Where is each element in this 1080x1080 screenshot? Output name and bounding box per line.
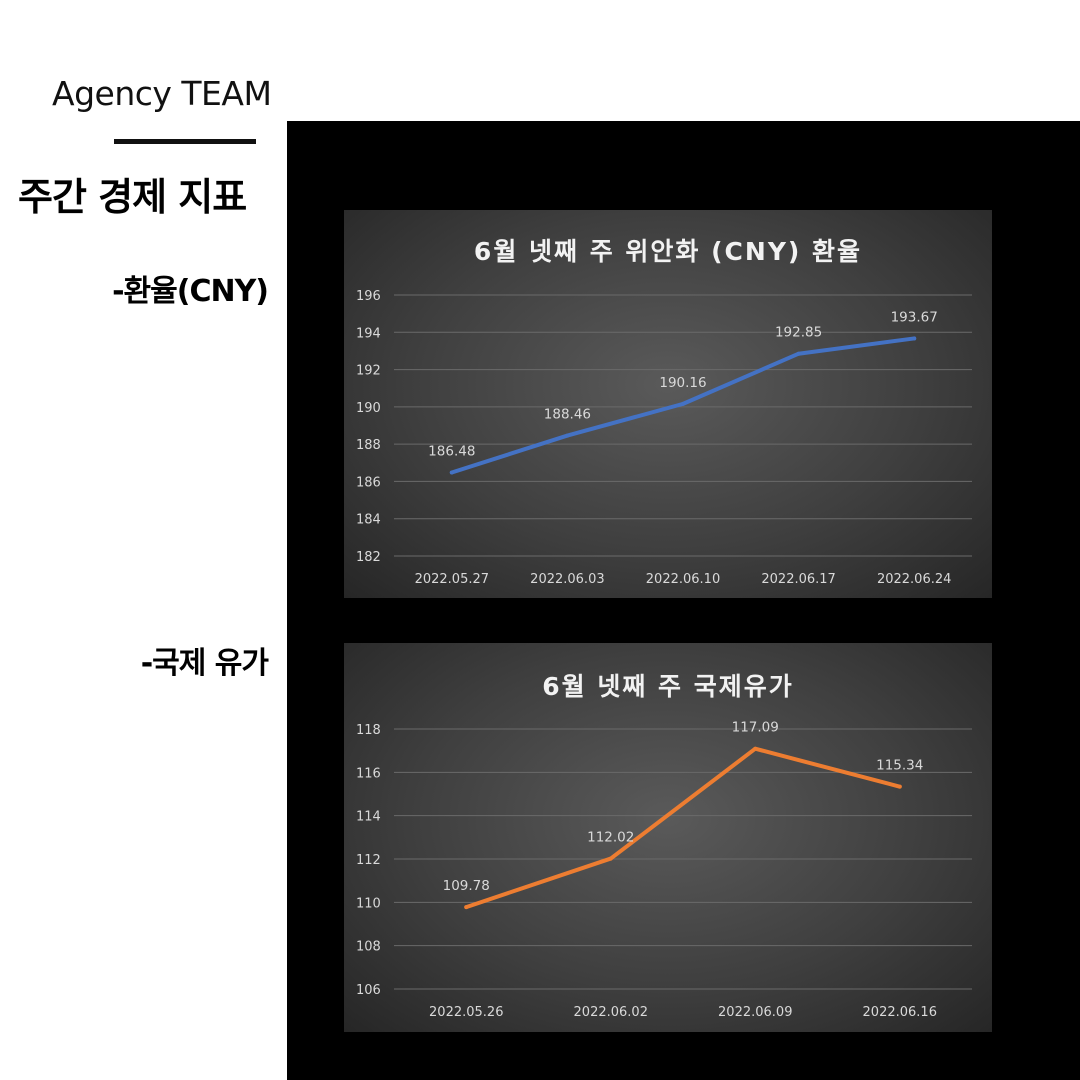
oil-series-line: [464, 746, 902, 910]
cny-y-tick-label: 182: [356, 550, 381, 565]
brand-underline: [114, 139, 256, 144]
cny-data-label: 186.48: [428, 443, 475, 459]
cny-y-tick-label: 194: [356, 326, 381, 341]
oil-y-tick-label: 108: [356, 940, 381, 955]
oil-data-point: [608, 856, 613, 861]
oil-data-point: [897, 784, 902, 789]
oil-data-label: 112.02: [587, 830, 634, 846]
oil-data-label: 115.34: [876, 758, 923, 774]
cny-exchange-rate-chart: 6월 넷째 주 위안화 (CNY) 환율 182 184 186 188 190 192 1…: [344, 210, 992, 598]
cny-data-point: [449, 470, 454, 475]
section-label-oil: -국제 유가: [140, 646, 269, 681]
cny-data-point: [681, 401, 685, 406]
oil-data-label: 109.78: [443, 878, 490, 894]
page-title: 주간 경제 지표: [18, 175, 247, 219]
oil-data-point: [464, 905, 469, 910]
cny-data-label: 188.46: [544, 407, 591, 423]
oil-x-tick-label: 2022.06.09: [718, 1005, 792, 1020]
cny-chart-title: 6월 넷째 주 위안화 (CNY) 환율: [473, 237, 863, 266]
oil-y-tick-label: 118: [356, 723, 381, 738]
cny-x-tick-label: 2022.06.10: [646, 572, 720, 587]
oil-y-tick-label: 106: [356, 983, 381, 998]
cny-data-label: 192.85: [775, 325, 822, 341]
oil-chart-title: 6월 넷째 주 국제유가: [542, 672, 794, 701]
section-label-cny: -환율(CNY): [112, 274, 269, 309]
oil-chart-plot: 106 108 110 112 114 116 118 2022.05.26 2022.06.0…: [356, 720, 972, 1020]
cny-data-point: [796, 351, 801, 356]
oil-y-tick-label: 110: [356, 896, 381, 911]
cny-data-point: [912, 336, 917, 341]
brand-name: Agency TEAM: [52, 74, 272, 113]
cny-x-tick-label: 2022.06.03: [530, 572, 604, 587]
oil-y-tick-label: 116: [356, 766, 381, 781]
oil-x-tick-label: 2022.06.02: [574, 1005, 648, 1020]
cny-chart-plot: 182 184 186 188 190 192 194 196 2022.05.27 2022.0…: [356, 289, 972, 587]
oil-data-point: [753, 746, 758, 751]
cny-y-tick-label: 188: [356, 438, 381, 453]
cny-y-tick-label: 184: [356, 513, 381, 528]
cny-y-tick-label: 190: [356, 401, 381, 416]
cny-data-point: [565, 433, 570, 438]
oil-data-label: 117.09: [732, 720, 779, 736]
cny-data-label: 193.67: [891, 309, 938, 325]
cny-y-tick-label: 192: [356, 364, 381, 379]
oil-price-chart: 6월 넷째 주 국제유가 106 108 110 112 114 116 118 2022.0…: [344, 643, 992, 1032]
oil-x-tick-label: 2022.06.16: [863, 1005, 937, 1020]
cny-data-label: 190.16: [659, 375, 706, 391]
cny-x-tick-label: 2022.06.17: [761, 572, 835, 587]
cny-y-tick-label: 196: [356, 289, 381, 304]
cny-x-tick-label: 2022.05.27: [415, 572, 489, 587]
oil-y-tick-label: 114: [356, 810, 381, 825]
oil-y-tick-label: 112: [356, 853, 381, 868]
cny-y-tick-label: 186: [356, 475, 381, 490]
cny-x-tick-label: 2022.06.24: [877, 572, 951, 587]
oil-x-tick-label: 2022.05.26: [429, 1005, 503, 1020]
